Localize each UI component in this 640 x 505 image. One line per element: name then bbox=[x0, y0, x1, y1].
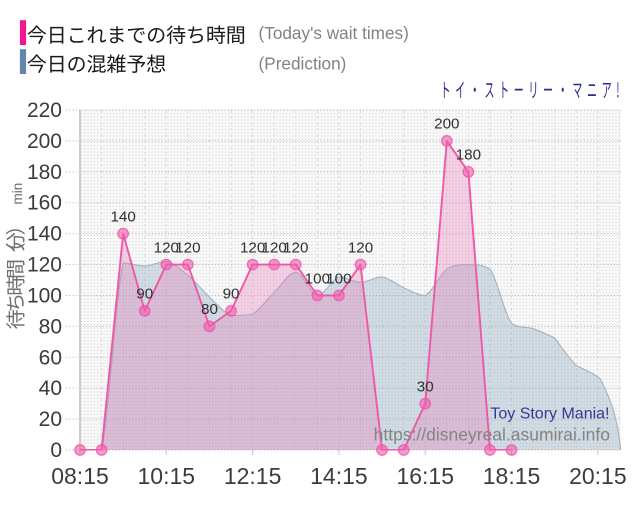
svg-text:180: 180 bbox=[27, 161, 62, 184]
svg-text:200: 200 bbox=[434, 116, 459, 133]
svg-text:100: 100 bbox=[27, 284, 62, 307]
svg-text:120: 120 bbox=[283, 239, 308, 256]
svg-text:120: 120 bbox=[262, 239, 287, 256]
svg-text:140: 140 bbox=[27, 223, 62, 246]
svg-text:18:15: 18:15 bbox=[483, 463, 541, 489]
svg-text:min: min bbox=[10, 183, 25, 205]
svg-text:40: 40 bbox=[39, 377, 62, 400]
svg-text:0: 0 bbox=[50, 439, 62, 462]
svg-text:(Prediction): (Prediction) bbox=[259, 54, 347, 74]
svg-text:08:15: 08:15 bbox=[51, 463, 109, 489]
svg-text:80: 80 bbox=[201, 301, 218, 318]
svg-text:90: 90 bbox=[223, 286, 240, 303]
svg-text:100: 100 bbox=[326, 270, 351, 287]
svg-text:30: 30 bbox=[417, 378, 434, 395]
svg-text:12:15: 12:15 bbox=[224, 463, 282, 489]
svg-text:(Today's wait times): (Today's wait times) bbox=[259, 23, 409, 43]
svg-text:120: 120 bbox=[154, 239, 179, 256]
svg-text:80: 80 bbox=[39, 315, 62, 338]
svg-text:16:15: 16:15 bbox=[396, 463, 454, 489]
svg-text:60: 60 bbox=[39, 346, 62, 369]
svg-text:Toy Story Mania!: Toy Story Mania! bbox=[490, 406, 609, 423]
svg-text:https://disneyreal.asumirai.in: https://disneyreal.asumirai.info bbox=[374, 425, 610, 445]
svg-text:120: 120 bbox=[27, 254, 62, 277]
svg-text:140: 140 bbox=[110, 208, 135, 225]
svg-text:200: 200 bbox=[27, 130, 62, 153]
svg-text:100: 100 bbox=[305, 270, 330, 287]
svg-text:120: 120 bbox=[240, 239, 265, 256]
svg-text:120: 120 bbox=[348, 239, 373, 256]
svg-text:220: 220 bbox=[27, 99, 62, 122]
svg-text:160: 160 bbox=[27, 192, 62, 215]
svg-text:180: 180 bbox=[456, 147, 481, 164]
svg-text:90: 90 bbox=[136, 286, 153, 303]
svg-text:20:15: 20:15 bbox=[569, 463, 627, 489]
svg-text:10:15: 10:15 bbox=[138, 463, 196, 489]
svg-text:20: 20 bbox=[39, 408, 62, 431]
svg-text:120: 120 bbox=[175, 239, 200, 256]
svg-text:14:15: 14:15 bbox=[310, 463, 368, 489]
